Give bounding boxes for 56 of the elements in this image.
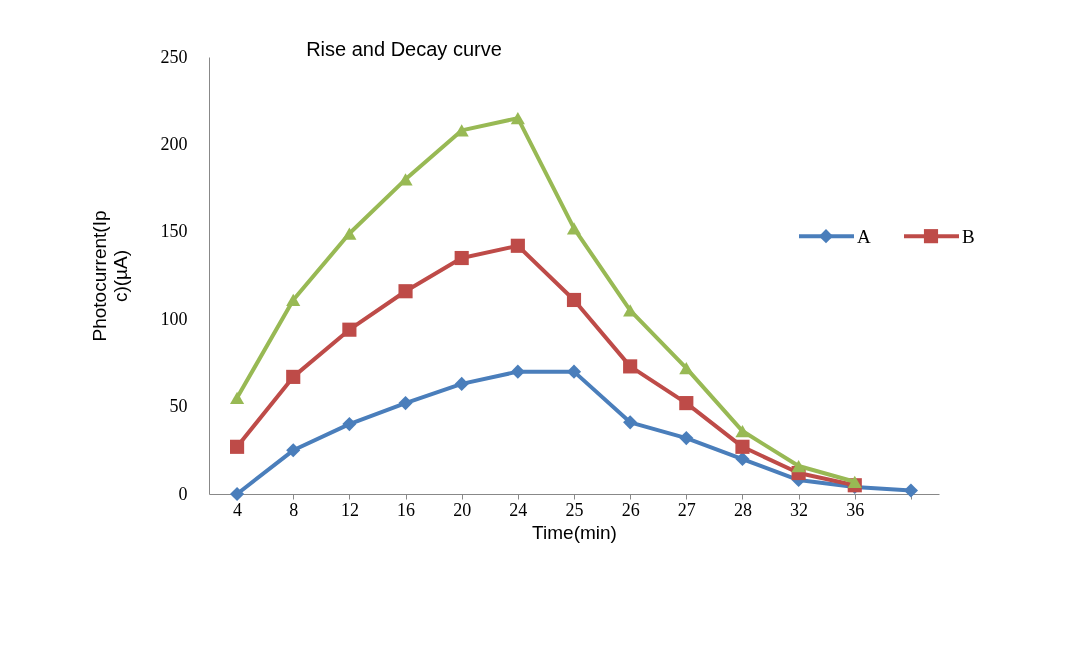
x-tick-label: 26 (621, 499, 640, 520)
point (230, 439, 245, 454)
point (510, 238, 525, 253)
point (679, 430, 694, 446)
x-tick-label: 36 (846, 499, 865, 520)
legend-label: B (962, 226, 975, 248)
point (623, 304, 638, 317)
x-tick-label: 28 (733, 499, 752, 520)
x-tick-label: 24 (509, 499, 528, 520)
point (398, 284, 413, 299)
point (735, 424, 750, 438)
point (286, 369, 301, 384)
x-tick-label: 12 (340, 499, 359, 520)
y-tick-label: 100 (160, 308, 188, 329)
point (903, 483, 918, 498)
x-tick-label: 20 (453, 499, 472, 520)
x-tick-label: 25 (565, 499, 584, 520)
x-tick-label: 16 (397, 499, 416, 520)
x-tick-label: 32 (790, 499, 809, 520)
point (454, 124, 469, 137)
point (566, 292, 582, 308)
y-axis-title: Photocurrent(Ip c)(µA) (88, 210, 131, 342)
legend-label: A (857, 226, 871, 248)
y-tick-label: 250 (160, 46, 188, 67)
y-tick-label: 150 (160, 221, 188, 242)
point (342, 322, 357, 337)
point (679, 396, 694, 411)
point (791, 459, 806, 473)
chart-title: Rise and Decay curve (306, 38, 502, 60)
x-tick-label: 4 (233, 499, 243, 520)
y-tick-label: 50 (169, 396, 188, 417)
point (342, 227, 357, 240)
x-tick-label: 8 (289, 499, 299, 520)
point (454, 376, 469, 391)
y-tick-label: 200 (160, 133, 188, 154)
point (566, 222, 582, 235)
point (623, 415, 638, 430)
point (679, 362, 694, 375)
point (398, 396, 413, 411)
point (286, 293, 301, 307)
point (454, 250, 469, 266)
point (735, 439, 750, 454)
point (230, 486, 245, 502)
point (230, 391, 245, 404)
point (510, 112, 525, 125)
point (566, 364, 582, 379)
point (286, 443, 301, 458)
x-tick-label: 27 (677, 499, 696, 520)
point (510, 364, 525, 379)
point (398, 173, 413, 186)
point (735, 451, 750, 467)
y-tick-label: 0 (178, 483, 188, 504)
point (847, 475, 862, 488)
x-axis-title: Time(min) (532, 521, 617, 543)
point (342, 417, 357, 432)
point (623, 359, 638, 374)
